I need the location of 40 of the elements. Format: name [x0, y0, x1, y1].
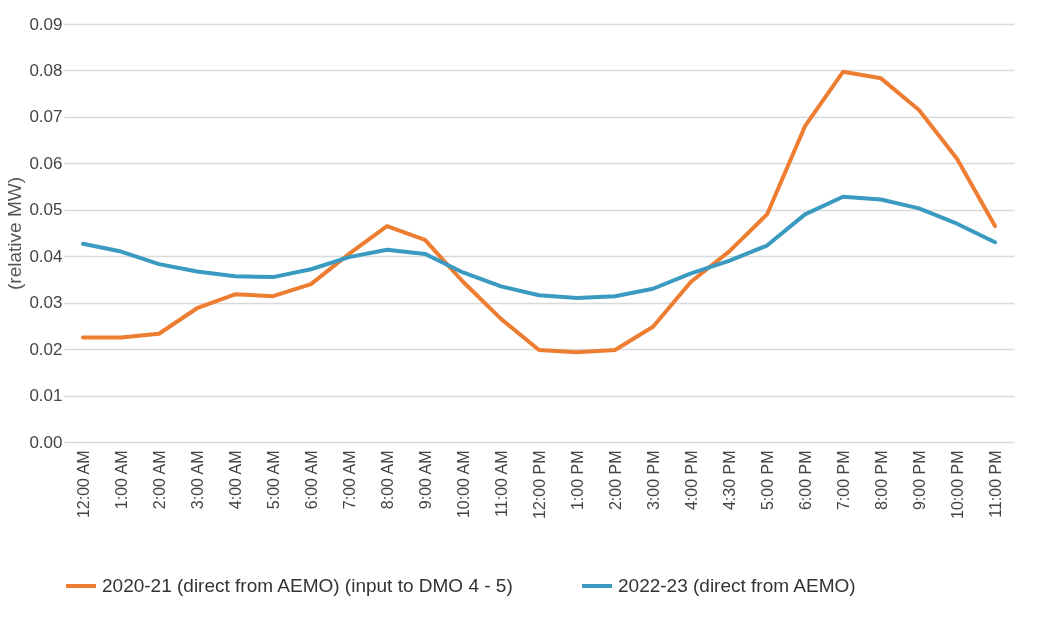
- y-tick-label: 0.00: [29, 432, 63, 452]
- x-tick-label: 5:00 PM: [758, 450, 776, 511]
- y-tick-label: 0.06: [29, 153, 63, 173]
- x-tick-label: 5:00 AM: [264, 450, 282, 510]
- y-tick-label: 0.09: [29, 14, 63, 34]
- x-tick-label: 12:00 PM: [530, 450, 548, 519]
- x-tick-label: 6:00 AM: [302, 450, 320, 510]
- x-tick-label: 3:00 PM: [644, 450, 662, 511]
- x-tick-label: 12:00 AM: [74, 450, 92, 519]
- x-tick-label: 2:00 AM: [150, 450, 168, 510]
- x-tick-label: 7:00 PM: [834, 450, 852, 511]
- legend-label: 2022-23 (direct from AEMO): [618, 575, 856, 596]
- legend-label: 2020-21 (direct from AEMO) (input to DMO 4 - 5): [102, 575, 513, 596]
- x-tick-label: 8:00 PM: [872, 450, 890, 511]
- x-tick-label: 1:00 PM: [568, 450, 586, 511]
- y-tick-label: 0.04: [29, 246, 63, 266]
- line-series: [81, 194, 997, 301]
- y-axis-title: (relative MW): [4, 177, 26, 290]
- line-series: [81, 69, 997, 355]
- y-tick-label: 0.02: [29, 339, 63, 359]
- x-tick-label: 4:30 PM: [720, 450, 738, 511]
- x-tick-label: 1:00 AM: [112, 450, 130, 510]
- x-tick-label: 2:00 PM: [606, 450, 624, 511]
- x-tick-label: 9:00 AM: [416, 450, 434, 510]
- y-tick-label: 0.07: [29, 107, 63, 127]
- x-tick-label: 10:00 AM: [454, 450, 472, 519]
- y-tick-label: 0.01: [29, 386, 63, 406]
- x-tick-label: 8:00 AM: [378, 450, 396, 510]
- x-tick-label: 10:00 PM: [948, 450, 966, 519]
- x-tick-label: 7:00 AM: [340, 450, 358, 510]
- y-tick-label: 0.05: [29, 200, 63, 220]
- x-tick-label: 4:00 AM: [226, 450, 244, 510]
- x-tick-label: 11:00 PM: [986, 450, 1004, 518]
- y-tick-label: 0.08: [29, 60, 63, 80]
- x-tick-label: 11:00 AM: [492, 450, 510, 517]
- x-tick-label: 4:00 PM: [682, 450, 700, 511]
- x-tick-label: 9:00 PM: [910, 450, 928, 511]
- y-tick-label: 0.03: [29, 293, 63, 313]
- x-tick-label: 3:00 AM: [188, 450, 206, 510]
- x-tick-label: 6:00 PM: [796, 450, 814, 511]
